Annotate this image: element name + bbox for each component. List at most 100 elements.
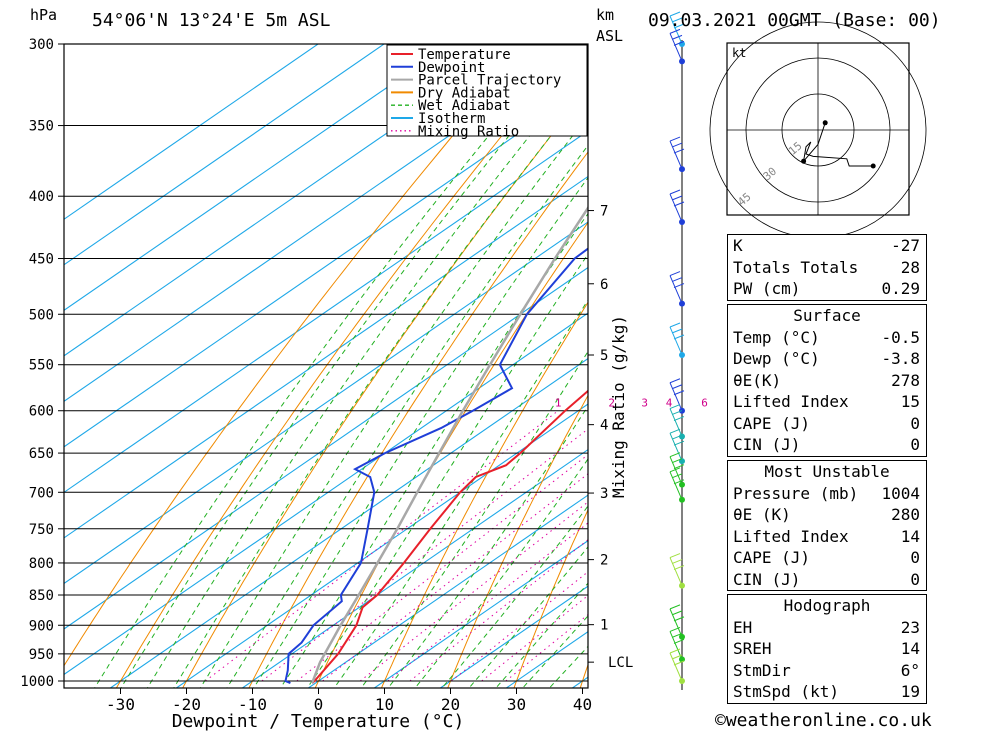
wind-barb [669,271,685,304]
wet-adiabat-line [414,458,588,688]
surface-row: Lifted Index 15 [728,391,926,413]
mixing-ratio-label: 1 [555,397,562,410]
height-tick-label: 2 [600,553,608,569]
height-km-axis: 1 2 3 4 5 6 7 LCL [588,204,633,671]
wind-barb [669,604,685,638]
mu-row: Lifted Index 14 [728,526,926,548]
pressure-tick-label: 650 [29,446,54,462]
asl-unit-label: ASL [596,27,624,45]
hodograph-point [822,120,828,126]
mixing-ratio-axis-label: Mixing Ratio (g/kg) [609,315,628,498]
row-value: 0 [910,569,920,589]
hodograph-table: Hodograph EH 23 SREH 14 StmDir 6° StmSpd (k… [727,594,927,704]
row-value: 0 [910,548,920,567]
temperature-tick-label: -20 [172,695,201,714]
row-label: StmDir [733,660,791,680]
row-label: Lifted Index [733,526,849,546]
row-label: StmSpd (kt) [733,682,839,701]
isotherm-line [175,403,588,688]
temperature-tick-label: -10 [238,695,267,714]
row-value: 0 [910,413,920,433]
surface-row: CAPE (J) 0 [728,413,926,435]
legend-label: Mixing Ratio [418,124,519,140]
mixing-ratio-label: 4 [666,397,673,410]
row-label: Pressure (mb) [733,483,859,503]
height-tick-label: 3 [600,486,608,502]
index-value: 0.29 [881,279,920,298]
isotherm-line [64,175,588,539]
wet-adiabat-line [387,405,588,688]
temperature-tick-label: 0 [314,695,324,714]
row-label: CIN (J) [733,569,801,589]
temperature-tick-label: 20 [441,695,460,714]
mu-row: Pressure (mb) 1004 [728,483,926,505]
wind-barb [669,648,685,682]
pressure-tick-label: 950 [29,647,54,663]
row-label: SREH [733,639,772,658]
mixing-ratio-line [261,428,588,682]
index-label: Totals Totals [733,257,859,277]
wind-barb [669,378,685,411]
temperature-axis: -30 -20 -10 0 10 20 30 40 [106,688,592,714]
sounding-series [284,205,588,685]
height-tick-label: 5 [600,348,608,364]
wind-barb [669,428,685,462]
pressure-tick-label: 800 [29,556,54,572]
surface-table: Surface Temp (°C) -0.5 Dewp (°C) -3.8 θE(K… [727,304,927,457]
hodo-row: EH 23 [728,617,926,639]
pressure-tick-label: 500 [29,307,54,323]
mixing-ratio-label: 3 [641,397,648,410]
row-label: CIN (J) [733,435,801,454]
temperature-tick-label: 10 [375,695,394,714]
wind-barb [669,626,685,660]
pressure-tick-label: 750 [29,522,54,538]
index-row-k: K -27 [728,235,926,257]
series-dewpoint [284,247,588,685]
row-label: Dewp (°C) [733,349,820,368]
wind-barb [669,467,685,500]
legend-label: Wet Adiabat [418,98,511,114]
isotherm-line [241,448,588,688]
row-value: 0 [910,435,920,454]
location-title: 54°06'N 13°24'E 5m ASL [92,10,331,31]
row-label: Temp (°C) [733,327,820,347]
wind-barb [669,553,685,586]
pressure-tick-label: 550 [29,358,54,374]
pressure-tick-label: 350 [29,119,54,135]
wind-barb [669,189,685,223]
row-value: 19 [900,682,920,701]
isotherm-line [64,44,386,266]
wind-barb [669,136,685,170]
pressure-axis: 300 350 400 450 500 550 600 650 700 750 800 850 900 9… [20,37,64,690]
most-unstable-title: Most Unstable [764,462,890,481]
height-tick-label: 1 [600,618,608,634]
most-unstable-table: Most Unstable Pressure (mb) 1004 θE (K) 28… [727,460,927,591]
row-label: θE (K) [733,505,791,524]
legend-label: Isotherm [418,111,485,127]
index-label: K [733,236,743,255]
pressure-tick-label: 400 [29,189,54,205]
temperature-tick-label: 30 [507,695,526,714]
wet-adiabat-line [468,546,588,688]
surface-row: Dewp (°C) -3.8 [728,348,926,370]
index-row-totals: Totals Totals 28 [728,257,926,279]
wind-barb [669,322,685,356]
surface-title: Surface [793,306,861,325]
row-label: EH [733,617,753,637]
legend-label: Dry Adiabat [418,85,511,101]
pressure-tick-label: 1000 [20,674,54,690]
x-axis-label: Dewpoint / Temperature (°C) [172,711,465,732]
pressure-tick-label: 600 [29,404,54,420]
row-value: -0.5 [881,327,920,347]
legend-label: Parcel Trajectory [418,73,561,89]
pressure-tick-label: 850 [29,588,54,604]
dry-adiabat-line [976,0,1000,707]
surface-row: Temp (°C) -0.5 [728,327,926,349]
row-value: 1004 [881,483,920,503]
mu-row: θE (K) 280 [728,504,926,526]
temperature-tick-label: -30 [106,695,135,714]
wind-barb [669,452,685,485]
wind-barb [669,404,685,437]
